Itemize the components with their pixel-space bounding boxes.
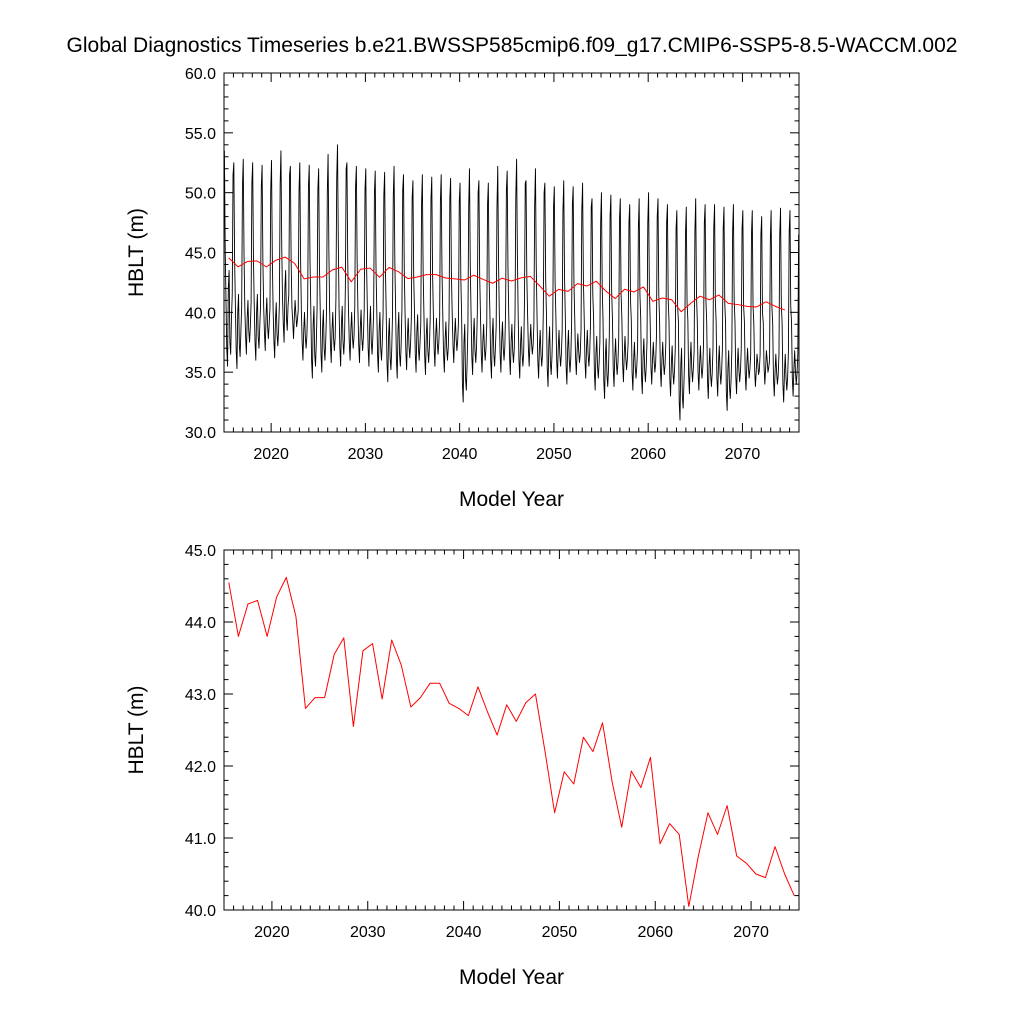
bottom-y-tick-label: 43.0: [185, 687, 216, 704]
bottom-x-axis-title: Model Year: [459, 966, 564, 989]
bottom-x-tick-label: 2040: [446, 924, 482, 941]
top-series-monthly-line: [224, 144, 799, 421]
bottom-y-tick-label: 42.0: [185, 759, 216, 776]
top-y-tick-label: 45.0: [185, 246, 216, 263]
top-x-tick-label: 2040: [442, 446, 478, 463]
top-y-tick-label: 60.0: [185, 66, 216, 83]
top-x-tick-label: 2020: [253, 446, 289, 463]
bottom-x-tick-label: 2030: [350, 924, 386, 941]
bottom-panel: 2020 2030 2040 2050 2060 2070 40.0 41.0 42.0 43.0…: [125, 543, 800, 989]
top-y-axis-title: HBLT (m): [125, 208, 148, 297]
bottom-y-tick-label: 45.0: [185, 543, 216, 560]
bottom-x-tick-label: 2060: [637, 924, 673, 941]
top-x-tick-label: 2030: [348, 446, 384, 463]
top-x-tick-label: 2070: [725, 446, 761, 463]
bottom-y-tick-label: 44.0: [185, 615, 216, 632]
bottom-x-tick-label: 2070: [733, 924, 769, 941]
top-y-tick-label: 50.0: [185, 186, 216, 203]
top-series-annual-line: [228, 256, 786, 313]
chart-title: Global Diagnostics Timeseries b.e21.BWSS…: [66, 34, 958, 57]
bottom-plot-frame: [223, 549, 800, 911]
bottom-y-tick-label: 41.0: [185, 831, 216, 848]
top-y-tick-label: 30.0: [185, 425, 216, 442]
bottom-series-annual-line: [228, 576, 795, 907]
top-panel: 2020 2030 2040 2050 2060 2070 30.0 35.0 40.0 45.0…: [125, 66, 800, 511]
top-y-tick-label: 35.0: [185, 365, 216, 382]
top-y-tick-label: 40.0: [185, 305, 216, 322]
bottom-y-axis-title: HBLT (m): [125, 685, 148, 774]
top-y-tick-label: 55.0: [185, 126, 216, 143]
top-x-tick-label: 2050: [536, 446, 572, 463]
top-x-tick-label: 2060: [630, 446, 666, 463]
top-x-axis-title: Model Year: [459, 488, 564, 511]
bottom-x-tick-label: 2050: [542, 924, 578, 941]
bottom-x-tick-label: 2020: [254, 924, 290, 941]
bottom-y-tick-label: 40.0: [185, 903, 216, 920]
